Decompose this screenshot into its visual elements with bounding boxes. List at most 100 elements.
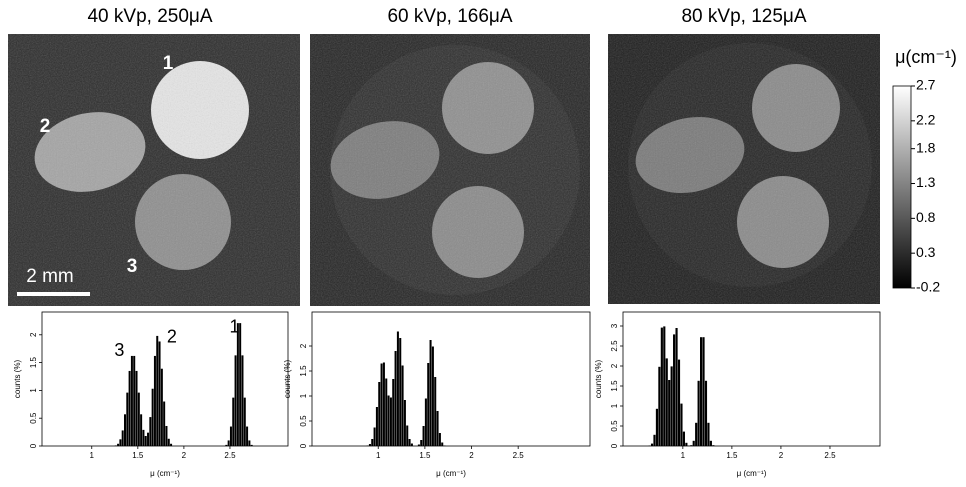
histogram-bar [241,355,244,446]
x-tick-label: 1 [681,451,686,460]
colorbar-tick-label: 2.2 [916,112,936,128]
histogram-bar [387,395,390,446]
histogram-bar [234,355,237,446]
histogram-bar [121,430,124,446]
histogram-bar [151,388,154,446]
histogram-bar [697,380,700,446]
ct-image [608,34,880,304]
histogram-bar [663,326,666,446]
y-tick-label: 0.5 [610,420,619,432]
histogram-bar [410,443,413,446]
peak-label: 3 [114,340,124,360]
histogram-bar [700,337,703,446]
histogram-bar [707,422,710,446]
phantom-label: 3 [127,256,138,277]
histogram-bar [380,363,383,446]
histogram-bar [709,440,712,446]
plot-frame [622,311,881,447]
histogram-bar [124,414,127,446]
colorbar-tick-label: 0.8 [916,209,936,225]
y-tick-label: 0 [610,443,619,448]
histogram-bar [130,355,133,446]
y-tick-label: 1.5 [29,356,38,368]
histogram-bar [371,439,374,446]
histogram-bar [431,346,434,446]
histogram-bar [167,438,170,446]
histogram-bar [133,355,136,446]
x-tick-label: 1.5 [419,451,431,460]
x-axis-label: μ (cm⁻¹) [436,469,466,478]
ct-image [8,34,300,306]
ct-image [310,34,590,306]
y-tick-label: 3 [610,323,619,328]
histogram-bar [368,444,371,446]
scale-bar-label: 2 mm [26,266,74,287]
y-axis-label: counts (%) [283,360,292,399]
y-tick-label: 2 [610,363,619,368]
histogram-bar [389,397,392,446]
histogram-bar [126,392,129,446]
x-tick-label: 1.5 [132,451,144,460]
histogram-bar [702,337,705,446]
x-tick-label: 2 [182,451,187,460]
histogram-bar [135,370,138,446]
colorbar-tick-label: 1.8 [916,139,936,155]
histogram-bar [232,397,235,446]
histogram-bar [117,443,120,446]
peak-label: 1 [230,316,240,336]
y-tick-label: 2 [299,343,308,348]
histogram-bar [704,380,708,446]
histogram-bar [417,444,420,446]
histogram-bar [239,323,242,446]
histogram-bar [142,429,145,446]
histogram-bar [441,442,444,446]
histogram-bar [660,327,663,446]
y-tick-label: 1 [610,403,619,408]
colorbar-label: μ(cm⁻¹) [895,47,957,67]
histogram-bar [677,359,681,446]
histogram-bar [392,379,395,446]
histogram-bar [246,426,249,446]
histogram-bar [401,365,404,446]
histogram-bar [695,422,698,446]
plot-frame [311,311,591,447]
phantom-label: 1 [163,53,174,74]
panel-title: 80 kVp, 125μA [681,6,806,27]
colorbar-tick-label: 0.3 [916,244,936,260]
y-tick-label: 1 [299,393,308,398]
x-tick-label: 2 [779,451,784,460]
histogram-bar [438,433,441,446]
histogram-bar [229,426,232,446]
y-axis-label: counts (%) [13,360,22,399]
x-tick-label: 1.5 [726,451,738,460]
histogram-bar [153,355,156,446]
histogram-bar [396,331,399,446]
histogram-bar [147,432,150,446]
histogram-bar [382,362,385,446]
histogram-bar [373,427,376,446]
histogram-bar [248,440,251,446]
histogram-bar [424,398,427,446]
histogram-bar [434,377,437,446]
y-tick-label: 0.5 [29,412,38,424]
histogram-bar [670,366,673,446]
histogram-bar [160,368,163,446]
x-tick-label: 2.5 [824,451,836,460]
plot-frame [41,311,289,447]
x-tick-label: 1 [376,451,381,460]
histogram-bar [385,378,388,446]
histogram-bar [149,417,152,446]
y-tick-label: 1.5 [299,365,308,377]
histogram-bar [408,439,411,446]
histogram-bar [394,351,397,446]
histogram-bar [682,431,685,446]
histogram-bar [137,392,140,446]
histogram-bar [653,434,656,446]
peak-label: 2 [167,326,177,346]
histogram-bar [170,443,173,446]
colorbar-tick-label: -0.2 [916,279,940,295]
panel-title: 40 kVp, 250μA [87,6,212,27]
y-tick-label: 1.5 [610,380,619,392]
histogram-bar [236,323,239,446]
